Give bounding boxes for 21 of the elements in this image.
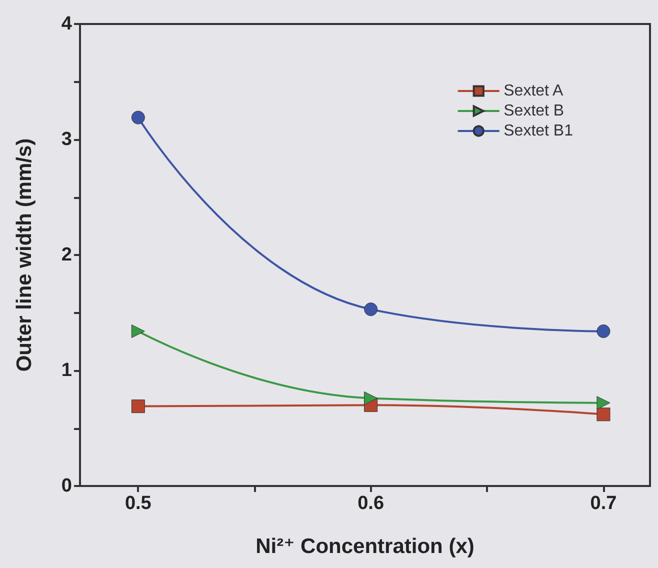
x-axis-title: Ni²⁺ Concentration (x) (256, 535, 474, 558)
point (131, 110, 145, 124)
x-tick-label: 0.6 (358, 493, 384, 514)
y-axis-title: Outer line width (mm/s) (13, 138, 36, 372)
x-tick-label: 0.7 (590, 493, 617, 514)
y-tick-label: 4 (61, 14, 72, 34)
point (364, 391, 378, 405)
point (596, 408, 610, 422)
point (364, 302, 378, 316)
x-tick-label: 0.5 (124, 493, 152, 514)
point (131, 324, 145, 338)
legend-label: Sextet A (504, 82, 564, 100)
y-tick-label: 3 (61, 129, 72, 150)
y-tick-label: 2 (61, 244, 72, 266)
legend-label: Sextet B (504, 102, 564, 120)
point (131, 400, 145, 414)
point (596, 396, 610, 410)
legend-label: Sextet B1 (504, 122, 574, 140)
y-tick-label: 1 (61, 360, 72, 381)
y-tick-label: 0 (61, 476, 72, 496)
point (596, 324, 610, 338)
